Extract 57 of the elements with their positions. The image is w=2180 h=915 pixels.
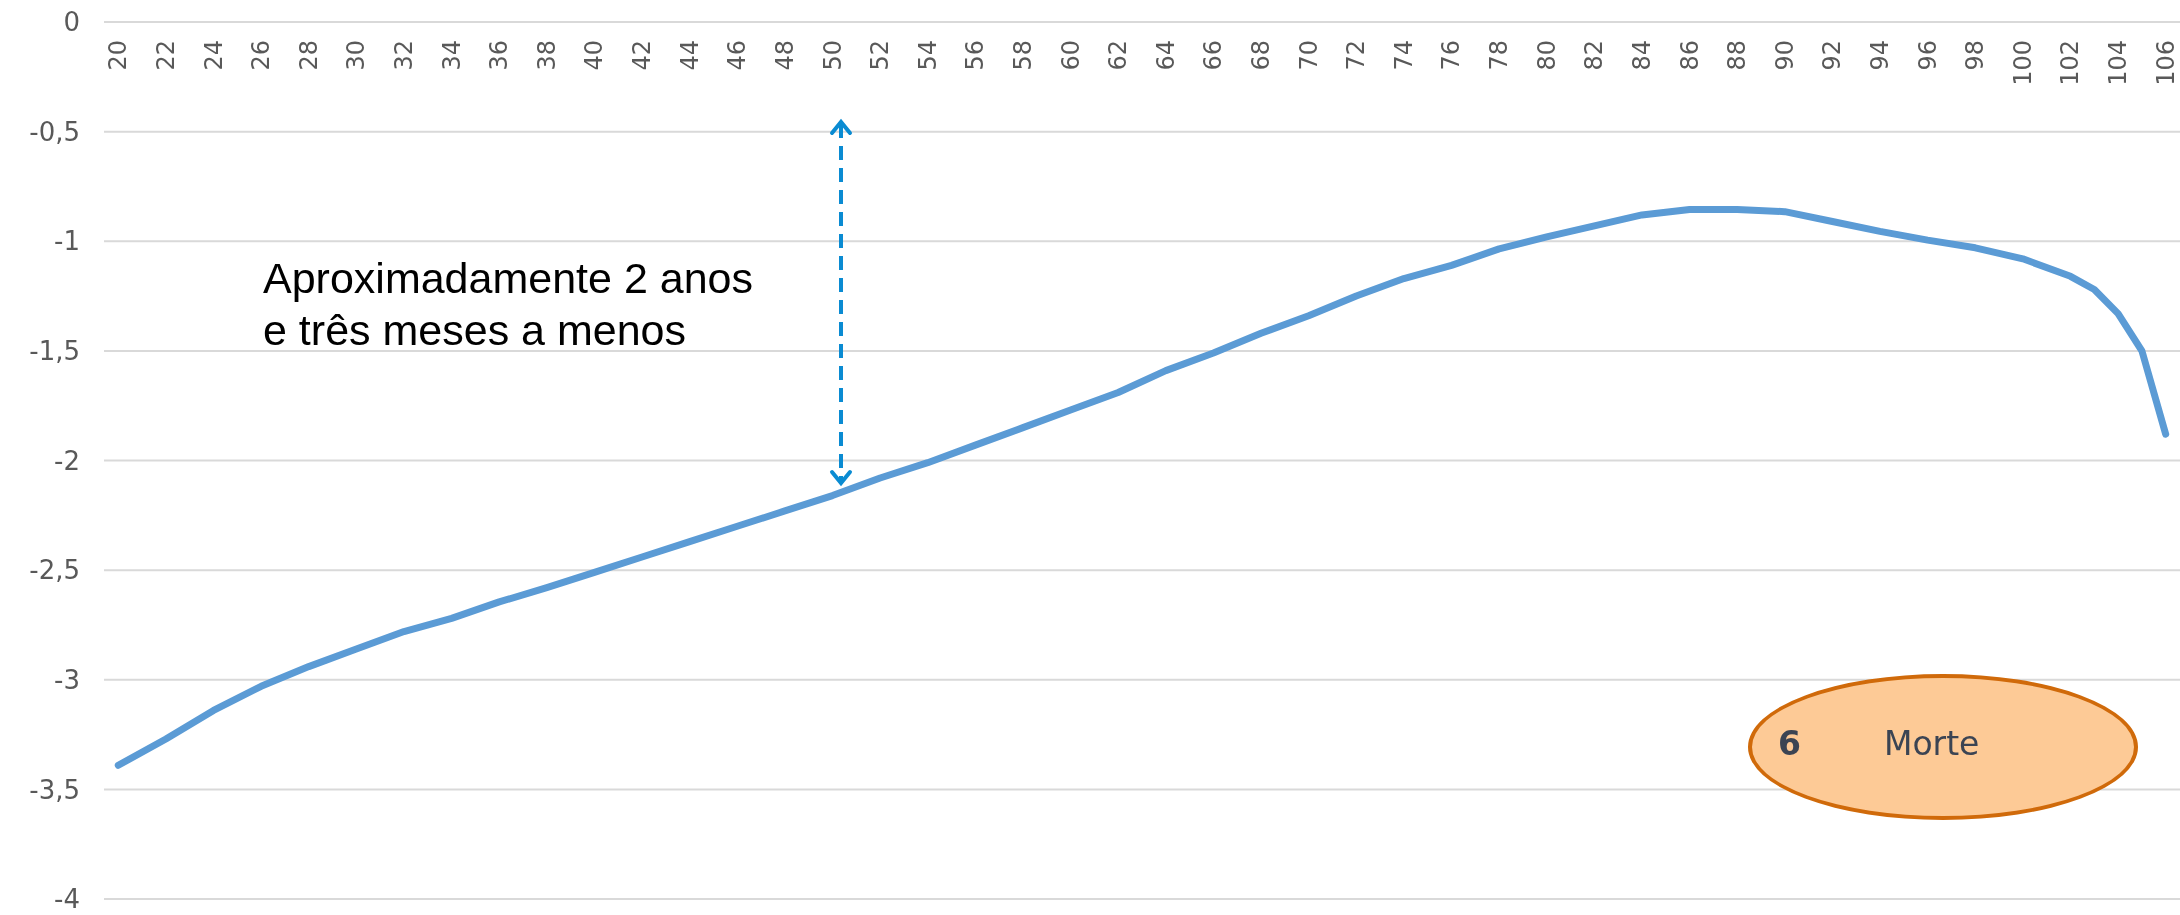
x-tick-label: 102 xyxy=(2056,40,2085,86)
x-tick-label: 60 xyxy=(1056,40,1085,71)
y-tick-label: -1 xyxy=(54,226,80,257)
x-tick-label: 88 xyxy=(1723,40,1752,71)
y-tick-label: -2 xyxy=(54,445,80,476)
x-tick-label: 48 xyxy=(770,40,799,71)
annotation: Aproximadamente 2 anos e três meses a menos xyxy=(263,253,754,356)
x-tick-label: 106 xyxy=(2151,40,2180,86)
x-tick-label: 44 xyxy=(675,40,704,71)
x-tick-label: 58 xyxy=(1008,40,1037,71)
x-tick-label: 68 xyxy=(1247,40,1276,71)
x-tick-label: 90 xyxy=(1770,40,1799,71)
x-tick-label: 86 xyxy=(1675,40,1704,71)
x-tick-label: 84 xyxy=(1627,40,1656,71)
x-tick-label: 46 xyxy=(723,40,752,71)
x-tick-label: 70 xyxy=(1294,40,1323,71)
y-tick-label: -0,5 xyxy=(29,116,80,147)
x-tick-label: 78 xyxy=(1485,40,1514,71)
annotation: 6 xyxy=(1777,723,1801,763)
x-tick-label: 34 xyxy=(437,40,466,71)
x-tick-label: 20 xyxy=(104,40,133,71)
x-tick-label: 62 xyxy=(1104,40,1133,71)
y-tick-label: 0 xyxy=(63,7,80,38)
annotation: Morte xyxy=(1883,723,1980,763)
x-tick-label: 82 xyxy=(1580,40,1609,71)
x-tick-label: 74 xyxy=(1389,40,1418,71)
x-tick-label: 52 xyxy=(866,40,895,71)
x-tick-label: 28 xyxy=(294,40,323,71)
x-tick-label: 50 xyxy=(818,40,847,71)
x-tick-label: 56 xyxy=(961,40,990,71)
x-tick-label: 22 xyxy=(151,40,180,71)
x-tick-label: 26 xyxy=(247,40,276,71)
x-tick-label: 94 xyxy=(1866,40,1895,71)
x-tick-label: 104 xyxy=(2104,40,2133,86)
x-tick-label: 30 xyxy=(342,40,371,71)
y-tick-label: -1,5 xyxy=(29,336,80,367)
x-tick-label: 72 xyxy=(1342,40,1371,71)
x-tick-label: 66 xyxy=(1199,40,1228,71)
x-tick-label: 96 xyxy=(1913,40,1942,71)
x-tick-label: 76 xyxy=(1437,40,1466,71)
x-tick-label: 40 xyxy=(580,40,609,71)
x-tick-label: 54 xyxy=(913,40,942,71)
x-tick-label: 36 xyxy=(485,40,514,71)
x-tick-label: 100 xyxy=(2008,40,2037,86)
x-tick-label: 42 xyxy=(628,40,657,71)
y-tick-label: -3 xyxy=(54,664,80,695)
x-tick-label: 64 xyxy=(1151,40,1180,71)
x-tick-label: 80 xyxy=(1532,40,1561,71)
x-tick-label: 98 xyxy=(1961,40,1990,71)
x-tick-label: 32 xyxy=(389,40,418,71)
x-tick-label: 38 xyxy=(532,40,561,71)
y-tick-label: -4 xyxy=(54,884,80,915)
x-tick-label: 92 xyxy=(1818,40,1847,71)
y-tick-label: -3,5 xyxy=(29,774,80,805)
y-tick-label: -2,5 xyxy=(29,555,80,586)
oval-label: 6 Morte xyxy=(1747,673,2138,820)
x-tick-label: 24 xyxy=(199,40,228,71)
